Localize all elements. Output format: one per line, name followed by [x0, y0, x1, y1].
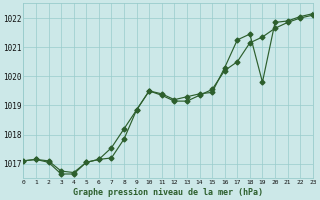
- X-axis label: Graphe pression niveau de la mer (hPa): Graphe pression niveau de la mer (hPa): [73, 188, 263, 197]
